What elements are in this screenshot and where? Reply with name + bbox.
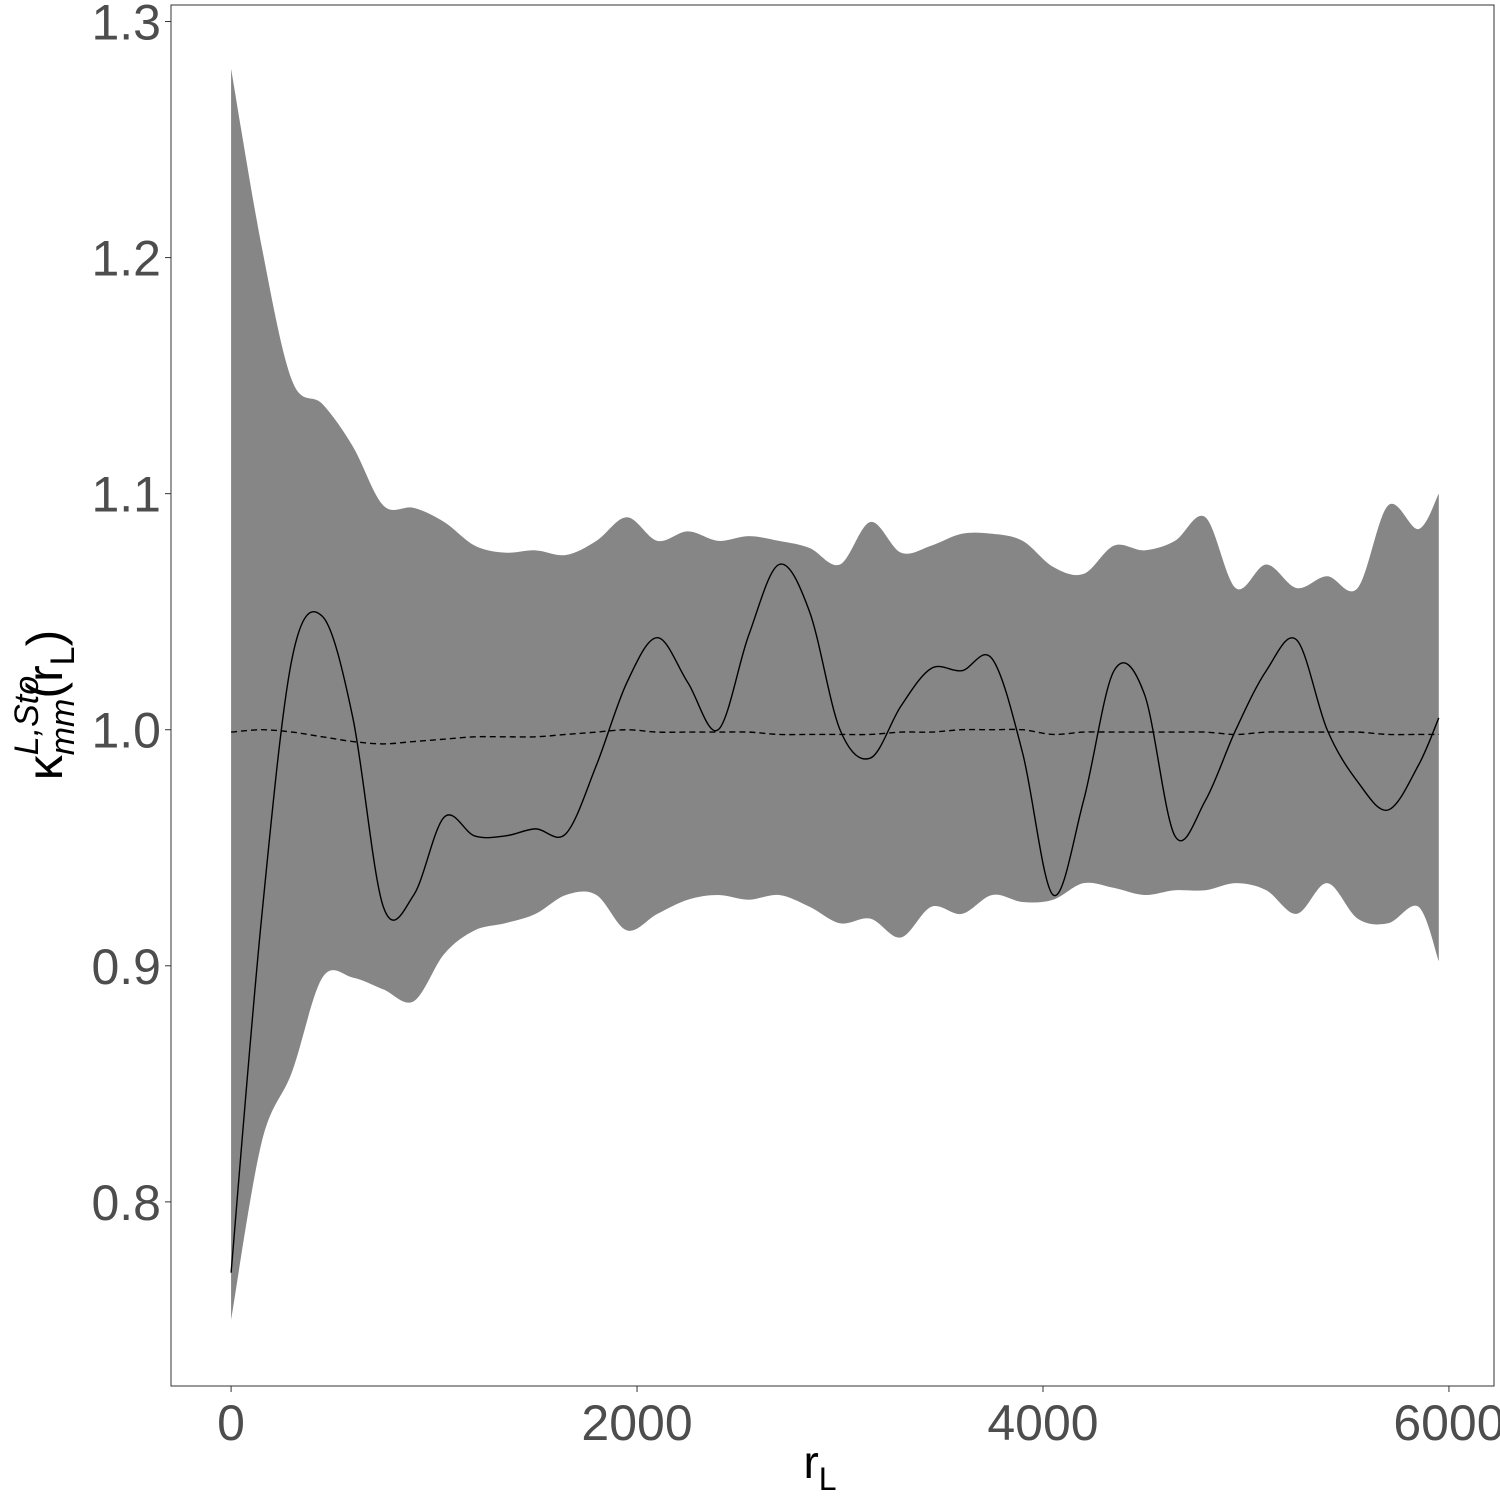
y-label-symbol: κ [17,754,73,780]
y-tick-label: 1.2 [91,231,161,287]
y-label-argument: (r [17,665,73,698]
y-label-closing: ) [17,630,73,647]
y-label-argument-subscript: L [44,646,82,665]
theoretical-line [231,728,1439,745]
x-tick-label: 6000 [1393,1395,1500,1451]
x-tick-label: 4000 [987,1395,1098,1451]
y-label-subscript: mm [44,699,82,756]
x-tick-label: 0 [217,1395,245,1451]
x-label-text: r [803,1436,818,1488]
y-label-superscript: L,Sto [8,676,46,755]
y-tick-label: 1.1 [91,467,161,523]
y-tick-label: 1.3 [91,0,161,51]
x-axis-label: rL [803,1436,836,1497]
x-label-subscript: L [819,1461,837,1497]
y-tick-label: 0.8 [91,1175,161,1231]
envelope-band [231,68,1439,1320]
y-axis-label: κL,Stomm(rL) [8,630,82,781]
x-tick-label: 2000 [581,1395,692,1451]
y-tick-label: 1.0 [91,703,161,759]
plot-border [170,4,1495,1387]
y-tick-label: 0.9 [91,939,161,995]
observed-line [230,563,1440,1273]
